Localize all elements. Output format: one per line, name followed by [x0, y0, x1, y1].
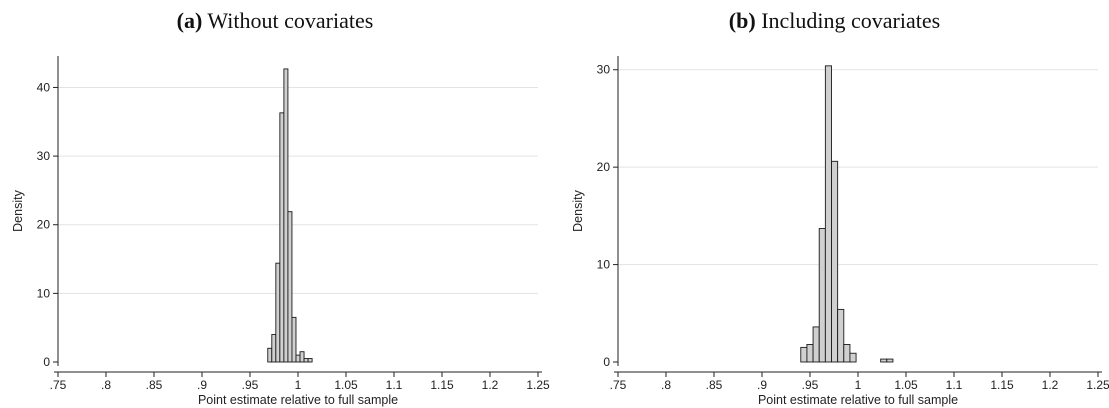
- y-tick-label: 10: [597, 258, 611, 272]
- y-tick-label: 10: [37, 286, 51, 300]
- histogram-bar: [812, 326, 820, 363]
- x-tick-label: 1.05: [334, 378, 358, 392]
- x-axis-title: Point estimate relative to full sample: [198, 393, 398, 407]
- x-tick-label: 1.25: [526, 378, 550, 392]
- y-tick-label: 30: [37, 149, 51, 163]
- histogram-bar: [287, 211, 293, 363]
- histogram-chart: 0 10 20 30 .75 .8 .85 .9 .95 1 1.05 1.1 1.15 1.2 1.25 P…: [571, 56, 1109, 407]
- histogram-bar: [837, 308, 845, 363]
- y-tick-label: 20: [597, 160, 611, 174]
- x-tick-label: 1.1: [946, 378, 963, 392]
- y-tick-label: 40: [37, 80, 51, 94]
- panel-without-covariates: (a) Without covariates 0 10 20 30 40 .75 .8 .85…: [0, 0, 550, 408]
- x-tick-label: 1: [855, 378, 862, 392]
- panel-label: (b): [728, 8, 756, 33]
- histogram-bar: [843, 344, 851, 363]
- y-tick-label: 30: [597, 63, 611, 77]
- histogram-bar: [291, 316, 297, 363]
- histogram-bar: [299, 351, 305, 363]
- x-tick-label: 1.15: [990, 378, 1014, 392]
- histogram-bar: [295, 354, 301, 363]
- x-tick-label: .8: [101, 378, 111, 392]
- histogram-bar: [271, 334, 277, 363]
- histogram-bar: [307, 358, 313, 363]
- histogram-bar: [283, 68, 289, 363]
- x-tick-label: .75: [50, 378, 67, 392]
- x-tick-label: 1.2: [1042, 378, 1059, 392]
- y-axis-title: Density: [571, 189, 585, 231]
- histogram-bar: [880, 358, 888, 363]
- x-tick-label: .95: [802, 378, 819, 392]
- x-tick-label: .85: [706, 378, 723, 392]
- panel-title: (a) Without covariates: [0, 8, 550, 34]
- y-axis-title: Density: [11, 189, 25, 231]
- histogram-bar: [886, 358, 894, 363]
- x-tick-label: 1.2: [482, 378, 499, 392]
- x-tick-label: 1.25: [1086, 378, 1109, 392]
- histogram-bar: [303, 358, 309, 363]
- panel-including-covariates: (b) Including covariates 0 10 20 30 .75 .8 .85…: [560, 0, 1109, 408]
- x-tick-label: .9: [757, 378, 767, 392]
- x-tick-label: 1.05: [894, 378, 918, 392]
- histogram-bar: [824, 65, 832, 363]
- x-tick-label: 1.15: [430, 378, 454, 392]
- y-tick-label: 0: [603, 355, 610, 369]
- x-tick-label: .75: [610, 378, 627, 392]
- histogram-bar: [267, 347, 273, 363]
- panel-title: (b) Including covariates: [560, 8, 1109, 34]
- histogram-bar: [831, 160, 839, 363]
- x-tick-label: 1.1: [386, 378, 403, 392]
- histogram-bar: [849, 352, 857, 363]
- panel-title-text: Without covariates: [207, 8, 374, 33]
- y-tick-label: 20: [37, 218, 51, 232]
- x-axis-title: Point estimate relative to full sample: [758, 393, 958, 407]
- histogram-bar: [806, 344, 814, 363]
- panel-label: (a): [176, 8, 203, 33]
- histogram-bar: [275, 262, 281, 363]
- x-tick-label: .85: [146, 378, 163, 392]
- histogram-bar: [800, 346, 808, 363]
- histogram-bar: [818, 228, 826, 363]
- x-tick-label: .8: [661, 378, 671, 392]
- x-tick-label: .95: [242, 378, 259, 392]
- histogram-bar: [279, 112, 285, 363]
- y-tick-label: 0: [43, 355, 50, 369]
- x-tick-label: 1: [295, 378, 302, 392]
- x-tick-label: .9: [197, 378, 207, 392]
- histogram-chart: 0 10 20 30 40 .75 .8 .85 .9 .95 1 1.05 1.1 1.15 1.2 1.2…: [11, 56, 550, 407]
- panel-title-text: Including covariates: [761, 8, 941, 33]
